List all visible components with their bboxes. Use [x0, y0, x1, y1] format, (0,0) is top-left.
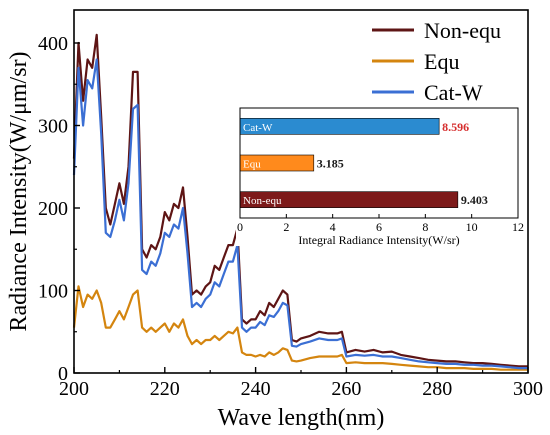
x-tick-label: 220 — [150, 378, 180, 400]
legend-label: Non-equ — [424, 18, 501, 43]
x-axis-label: Wave length(nm) — [218, 405, 385, 431]
bar-group: Cat-W 8.596 Equ 3.185 Non-equ 9.403 — [239, 118, 488, 208]
line-series-group — [72, 33, 528, 371]
y-axis: 0 100 200 300 400 — [38, 33, 80, 385]
y-tick-label: 400 — [38, 33, 68, 55]
x-tick-label: 240 — [241, 378, 271, 400]
inset-x-tick-label: 12 — [512, 220, 524, 234]
inset-x-tick-label: 0 — [237, 220, 243, 234]
y-axis-label: Radiance Intensity(W/μm/sr) — [6, 51, 32, 331]
x-tick-label: 280 — [422, 378, 452, 400]
inset-x-tick-label: 8 — [422, 220, 428, 234]
y-tick-label: 300 — [38, 116, 68, 138]
series-line-equ — [72, 285, 528, 371]
x-tick-label: 200 — [59, 378, 89, 400]
bar-category-label: Equ — [243, 159, 261, 171]
series-line-non-equ — [72, 33, 528, 368]
bar-value-label: 8.596 — [442, 120, 469, 134]
x-tick-label: 260 — [331, 378, 361, 400]
y-tick-label: 100 — [38, 281, 68, 303]
bar-category-label: Cat-W — [243, 122, 273, 134]
inset-x-tick-label: 10 — [466, 220, 478, 234]
y-tick-label: 200 — [38, 198, 68, 220]
inset-x-tick-label: 6 — [376, 220, 382, 234]
inset-x-tick-label: 4 — [330, 220, 336, 234]
legend-label: Cat-W — [424, 80, 483, 105]
x-tick-label: 300 — [513, 378, 543, 400]
legend-label: Equ — [424, 49, 459, 74]
y-tick-label: 0 — [58, 363, 68, 385]
bar-value-label: 9.403 — [461, 193, 488, 207]
series-line-cat-w — [72, 58, 528, 370]
inset-x-tick-label: 2 — [283, 220, 289, 234]
inset-x-axis-label: Integral Radiance Intensity(W/sr) — [298, 233, 459, 247]
bar-value-label: 3.185 — [317, 157, 344, 171]
legend: Non-equ Equ Cat-W — [372, 18, 501, 105]
inset-x-axis: 0 2 4 6 8 10 12 — [237, 214, 524, 234]
inset-bar-chart: Cat-W 8.596 Equ 3.185 Non-equ 9.403 0 2 4 6 8 10 12… — [236, 107, 524, 247]
bar-category-label: Non-equ — [243, 195, 282, 207]
x-axis: 200 220 240 260 280 300 — [59, 367, 543, 400]
